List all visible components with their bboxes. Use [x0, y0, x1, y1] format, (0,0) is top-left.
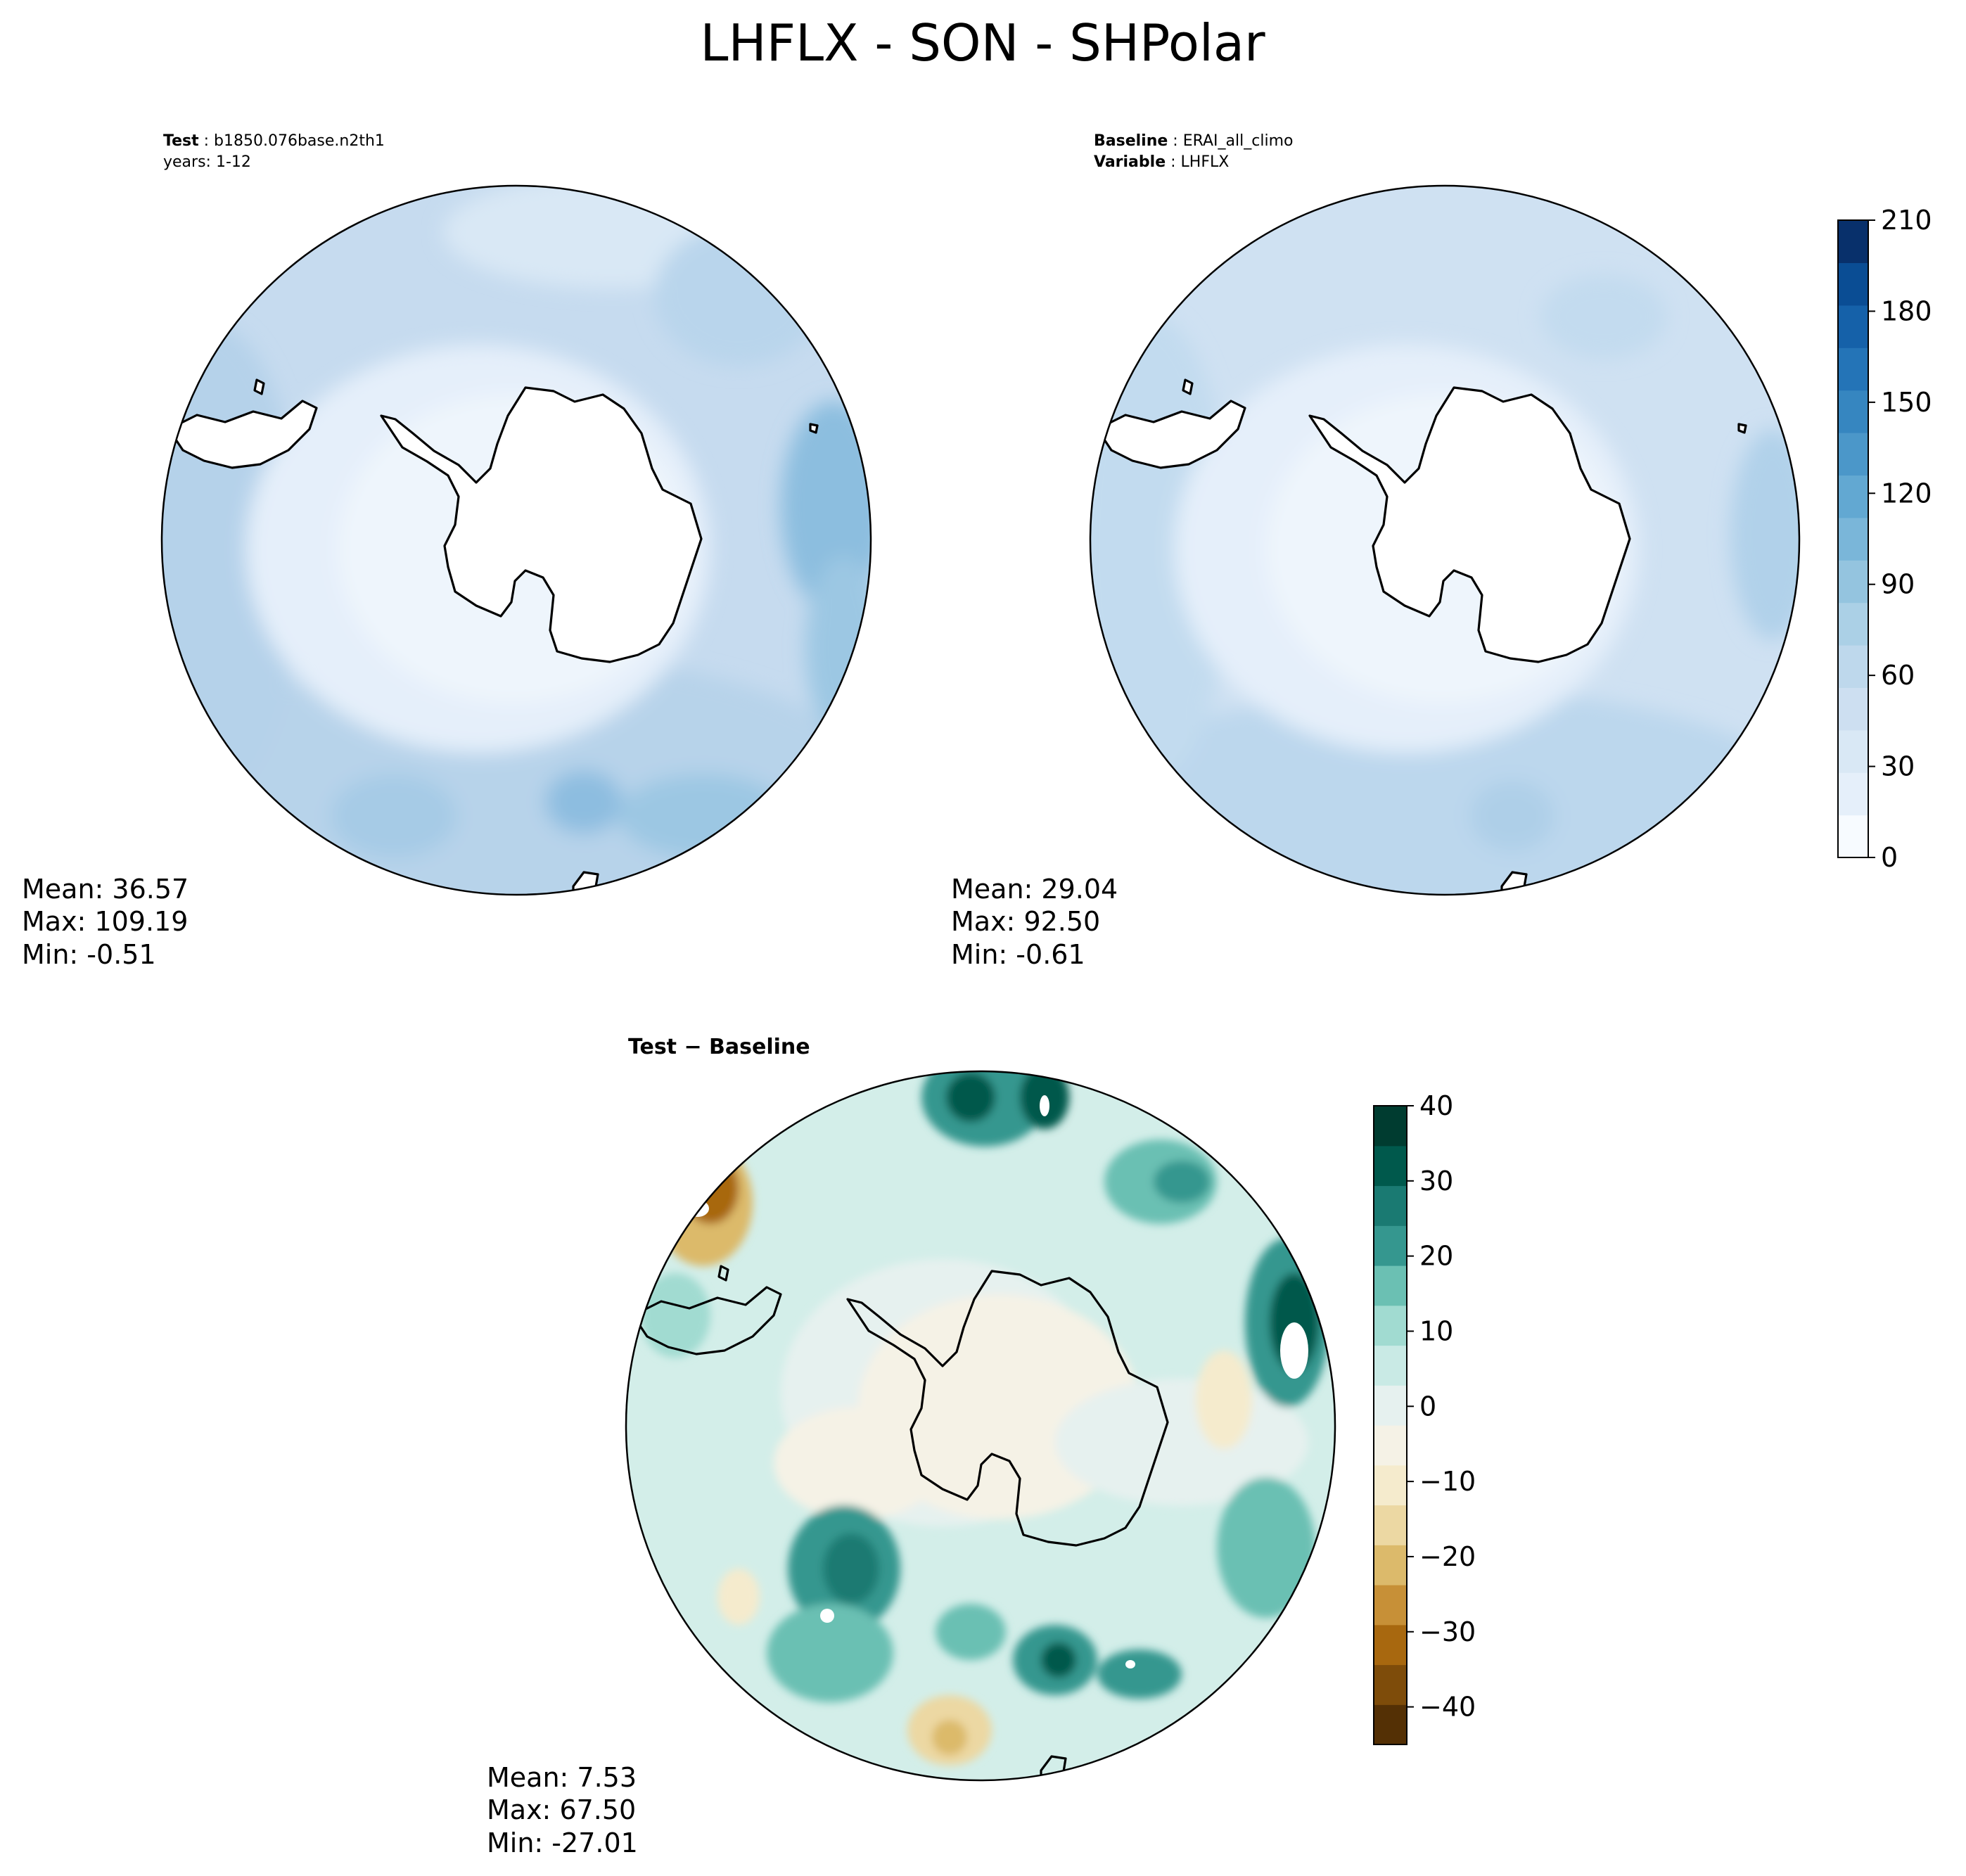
diff-colorbar-frame [1373, 1105, 1408, 1745]
diff-panel: Test − Baseline [487, 1035, 1476, 1858]
baseline-colorbar-tick-label: 210 [1881, 205, 1932, 236]
baseline-colorbar: 0 30 60 90 120 150 180 210 [1837, 205, 1932, 873]
baseline-colorbar-swatch [1838, 772, 1868, 816]
diff-colorbar-tick-label: 30 [1419, 1166, 1453, 1197]
baseline-colorbar-frame [1837, 219, 1869, 858]
diff-colorbar-swatch [1374, 1106, 1407, 1147]
diff-colorbar-tick-label: 0 [1419, 1391, 1436, 1422]
diff-colorbar-swatch [1374, 1345, 1407, 1386]
test-stat-min: Min: -0.51 [22, 939, 156, 970]
diff-colorbar-swatch [1374, 1704, 1407, 1745]
diff-colorbar-swatch [1374, 1225, 1407, 1266]
test-header-label: Test [163, 132, 199, 150]
diff-colorbar-swatch [1374, 1385, 1407, 1426]
baseline-variable-sep: : [1166, 153, 1180, 171]
diff-colorbar-swatch [1374, 1624, 1407, 1666]
test-stat-max: Max: 109.19 [22, 906, 188, 937]
test-map-frame [160, 184, 872, 896]
diff-colorbar: 40 30 20 10 0 −10 −20 −30 −40 [1373, 1090, 1476, 1745]
diff-colorbar-swatch [1374, 1465, 1407, 1506]
baseline-header-line2: Variable : LHFLX [1094, 153, 1229, 171]
baseline-map-frame [1089, 184, 1801, 896]
baseline-colorbar-swatch [1838, 305, 1868, 348]
diff-colorbar-swatch [1374, 1265, 1407, 1306]
diff-colorbar-swatch [1374, 1664, 1407, 1705]
diff-title: Test − Baseline [628, 1035, 810, 1059]
diff-colorbar-swatch [1374, 1505, 1407, 1545]
baseline-colorbar-swatch [1838, 602, 1868, 646]
baseline-colorbar-swatch [1838, 262, 1868, 306]
baseline-header-line1: Baseline : ERAI_all_climo [1094, 132, 1293, 150]
test-header-sep: : [199, 132, 214, 150]
baseline-colorbar-swatch [1838, 517, 1868, 561]
baseline-colorbar-swatch [1838, 220, 1868, 263]
diff-stat-max: Max: 67.50 [487, 1794, 636, 1825]
diff-colorbar-swatch [1374, 1585, 1407, 1626]
diff-map [626, 1071, 1335, 1780]
baseline-colorbar-tick-label: 180 [1881, 295, 1932, 326]
test-header-value: b1850.076base.n2th1 [214, 132, 385, 150]
baseline-colorbar-tick-label: 60 [1881, 660, 1915, 691]
baseline-colorbar-swatch [1838, 347, 1868, 391]
diff-colorbar-tick-label: −40 [1419, 1692, 1476, 1723]
baseline-colorbar-swatch [1838, 560, 1868, 604]
diff-map-frame [625, 1070, 1336, 1782]
baseline-header-label: Baseline [1094, 132, 1168, 150]
diff-colorbar-tick-label: 40 [1419, 1090, 1453, 1121]
diff-colorbar-tick-label: 20 [1419, 1241, 1453, 1272]
baseline-colorbar-swatch [1838, 475, 1868, 518]
baseline-colorbar-swatch [1838, 390, 1868, 433]
figure-title: LHFLX - SON - SHPolar [700, 13, 1265, 72]
baseline-colorbar-swatch [1838, 645, 1868, 688]
baseline-stat-mean: Mean: 29.04 [951, 874, 1118, 905]
baseline-colorbar-tick-label: 90 [1881, 569, 1915, 600]
baseline-stat-max: Max: 92.50 [951, 906, 1100, 937]
baseline-panel: Baseline : ERAI_all_climo Variable : LHF… [951, 132, 1932, 970]
baseline-colorbar-tick-label: 0 [1881, 842, 1898, 873]
test-stat-mean: Mean: 36.57 [22, 874, 189, 905]
test-header-line2: years: 1-12 [163, 153, 251, 171]
baseline-colorbar-tick-label: 30 [1881, 751, 1915, 782]
test-map [162, 186, 871, 895]
test-header-line1: Test : b1850.076base.n2th1 [163, 132, 385, 150]
diff-colorbar-tick-label: −30 [1419, 1616, 1476, 1647]
diff-colorbar-swatch [1374, 1425, 1407, 1466]
baseline-colorbar-tick-label: 120 [1881, 478, 1932, 509]
baseline-colorbar-tick-label: 150 [1881, 387, 1932, 418]
diff-colorbar-tick-label: 10 [1419, 1315, 1453, 1346]
baseline-stat-min: Min: -0.61 [951, 939, 1085, 970]
diff-colorbar-swatch [1374, 1545, 1407, 1585]
diff-stat-min: Min: -27.01 [487, 1827, 638, 1858]
test-panel: Test : b1850.076base.n2th1 years: 1-12 [22, 132, 872, 970]
baseline-colorbar-swatch [1838, 687, 1868, 731]
baseline-variable-label: Variable [1094, 153, 1166, 171]
baseline-colorbar-swatch [1838, 815, 1868, 858]
baseline-header-value: ERAI_all_climo [1183, 132, 1294, 150]
diff-colorbar-swatch [1374, 1305, 1407, 1346]
diff-colorbar-swatch [1374, 1185, 1407, 1226]
baseline-colorbar-swatch [1838, 729, 1868, 773]
diff-stat-mean: Mean: 7.53 [487, 1762, 637, 1793]
diff-colorbar-tick-label: −20 [1419, 1541, 1476, 1572]
diff-colorbar-swatch [1374, 1145, 1407, 1187]
baseline-variable-value: LHFLX [1181, 153, 1230, 171]
baseline-header-sep: : [1168, 132, 1182, 150]
baseline-colorbar-swatch [1838, 433, 1868, 476]
diff-colorbar-tick-label: −10 [1419, 1466, 1476, 1497]
